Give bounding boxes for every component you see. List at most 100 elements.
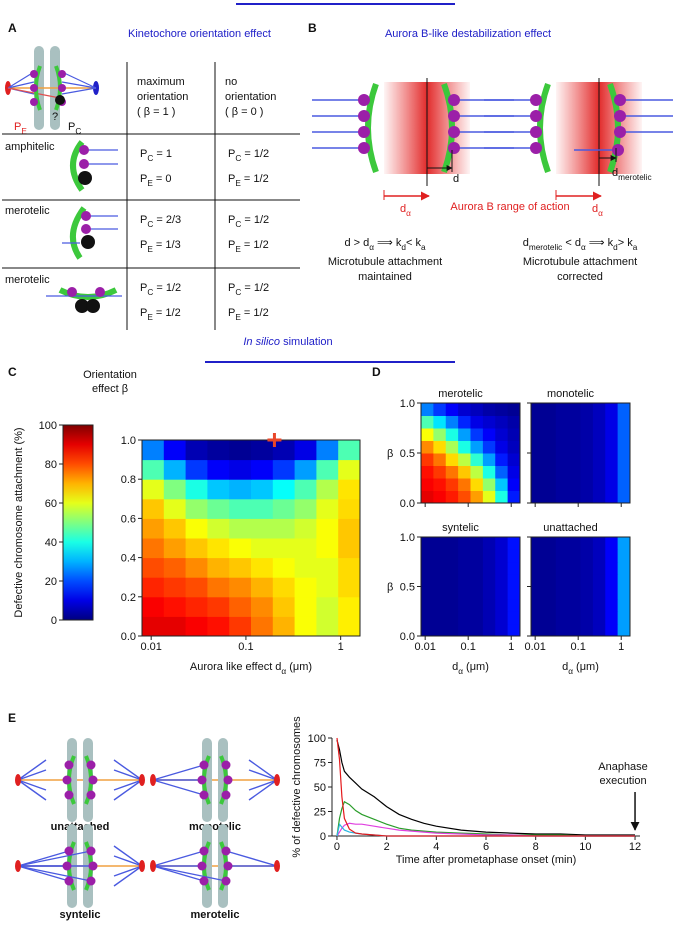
colorbar-tick-label: 100 [39,420,57,432]
text-segment: merotelic [529,243,562,252]
attachment [448,94,460,106]
heatmap-cell [605,440,619,454]
heatmap-cell [605,490,619,504]
attachment [223,861,233,871]
heatmap-cell [507,403,521,416]
attachment [530,126,542,138]
heatmap-cell [531,403,544,416]
text-segment: d [562,661,568,673]
heatmap-cell [580,574,594,587]
colorbar-tick-label: 40 [45,537,57,549]
heatmap-cell [568,623,581,637]
heatmap-cell [507,598,521,612]
heatmap-cell [617,549,631,563]
heatmap-cell [507,490,521,504]
panel-title: Aurora B-like destabilization effect [385,28,551,40]
text-segment: α [581,243,586,252]
text-segment: P [228,307,235,319]
heatmap-cell [531,428,544,441]
colorbar-title: Orientation [83,369,137,381]
pole [139,774,145,786]
heatmap-cell [445,549,459,563]
heatmap-cell [458,490,471,504]
heatmap-cell [507,537,521,550]
heatmap-cell [294,440,317,461]
microtubule [7,71,35,89]
heatmap-cell [142,479,165,500]
text-segment: P [140,239,147,251]
heatmap-cell [605,611,619,625]
attachment [614,110,626,122]
text-segment: d [452,661,458,673]
heatmap-cell [142,440,165,461]
heatmap-cell [470,478,484,491]
heatmap-cell [163,538,187,559]
heatmap-cell [229,557,252,578]
heatmap-cell [617,428,631,441]
heatmap-cell [338,538,361,559]
attachment [199,876,209,886]
attachment [614,94,626,106]
series-line [336,739,635,836]
heatmap-cell [185,440,208,461]
table-cell: PC = 1/2 [228,148,269,163]
heatmap-cell [185,479,208,500]
attachment [88,775,98,785]
heatmap-cell [445,611,459,625]
x-tick-label: 12 [629,841,641,853]
series-line [336,800,635,837]
heatmap-cell [272,538,296,559]
range-label: dα [400,203,411,218]
heatmap-cell [445,453,459,466]
heatmap-cell [272,616,296,637]
heatmap-cell [531,561,544,575]
microtubule [17,779,47,801]
heatmap-cell [617,478,631,491]
heatmap-cell [470,586,484,600]
text-segment: < d [562,237,581,249]
attachment [612,144,624,156]
chart-title: monotelic [547,388,595,400]
microtubule [152,764,205,781]
heatmap-cell [251,616,274,637]
attachment [358,142,370,154]
heatmap-cell [543,574,557,587]
heatmap-cell [185,557,208,578]
heatmap-cell [495,465,509,479]
heatmap-cell [229,479,252,500]
heatmap-cell [445,440,459,454]
heatmap-cell [251,596,274,617]
heatmap-cell [207,538,230,559]
microtubule [152,865,205,882]
heatmap-cell [433,549,447,563]
cartoon-label: syntelic [60,909,101,921]
text-segment: = 1/2 [241,239,269,251]
heatmap-cell [421,598,434,612]
heatmap-cell [458,598,471,612]
colorbar-tick-label: 80 [45,459,57,471]
attachment [64,876,74,886]
text-segment: E [147,313,153,322]
heatmap-cell [482,490,496,504]
heatmap-cell [592,403,606,416]
heatmap-cell [163,616,187,637]
heatmap-cell [445,561,459,575]
heatmap-cell [555,611,569,625]
heatmap-cell [421,465,434,479]
heatmap-cell [555,478,569,491]
heatmap-cell [163,557,187,578]
text-segment: α [406,209,411,218]
heatmap-cell [163,498,187,519]
text-segment: = 1/2 [153,307,181,319]
x-tick-label: 0.1 [238,641,253,653]
text-segment: d [613,243,618,252]
heatmap-cell [568,415,581,429]
y-tick-label: 0.2 [121,592,136,604]
heatmap-cell [458,478,471,491]
heatmap-cell [433,478,447,491]
heatmap-cell [421,403,434,416]
heatmap-cell [470,490,484,504]
x-axis-label: Aurora like effect dα (μm) [190,661,312,676]
heatmap-cell [555,440,569,454]
x-tick-label: 8 [533,841,539,853]
